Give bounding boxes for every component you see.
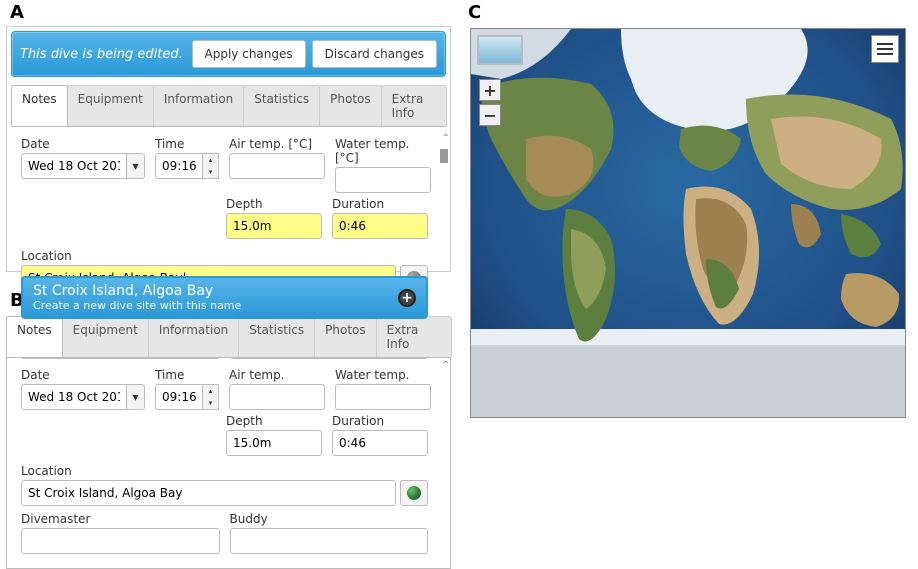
globe-button-b[interactable] [400,480,428,506]
time-label-a: Time [155,137,219,151]
tab-extra-info[interactable]: Extra Info [381,85,447,126]
zoom-out-button[interactable]: − [479,104,501,126]
location-autocomplete-popup[interactable]: St Croix Island, Algoa Bay Create a new … [21,276,428,319]
edit-banner-message: This dive is being edited. [20,47,186,62]
scroll-up-arrow[interactable]: ⌃ [442,133,450,144]
globe-icon-colored [407,486,421,500]
location-label-a: Location [21,249,428,263]
tab-statistics-b[interactable]: Statistics [238,316,315,357]
water-temp-label-a: Water temp. [°C] [335,137,431,165]
tab-photos[interactable]: Photos [319,85,381,126]
tab-photos-b[interactable]: Photos [314,316,376,357]
depth-label-b: Depth [226,414,322,428]
tab-equipment-b[interactable]: Equipment [62,316,149,357]
depth-label-a: Depth [226,197,322,211]
water-temp-input-b[interactable] [335,384,431,410]
apply-changes-button[interactable]: Apply changes [192,40,306,68]
tab-notes-b[interactable]: Notes [6,316,63,357]
edit-banner: This dive is being edited. Apply changes… [11,31,446,77]
duration-label-a: Duration [332,197,428,211]
tab-information-b[interactable]: Information [148,316,239,357]
section-label-a: A [10,2,24,23]
date-input-b[interactable] [21,384,127,410]
water-temp-label-b: Water temp. [335,368,431,382]
discard-changes-button[interactable]: Discard changes [312,40,437,68]
tabs-a: Notes Equipment Information Statistics P… [11,85,446,127]
duration-label-b: Duration [332,414,428,428]
map-menu-button[interactable] [871,35,899,63]
zoom-in-button[interactable]: + [479,79,501,101]
world-map-svg [471,29,905,417]
depth-input-a[interactable] [226,213,322,239]
date-label-b: Date [21,368,145,382]
map-minimap[interactable] [477,35,523,65]
air-temp-input-a[interactable] [229,153,325,179]
scroll-handle[interactable] [440,149,448,163]
water-temp-input-a[interactable] [335,167,431,193]
date-label-a: Date [21,137,145,151]
divemaster-input[interactable] [21,528,220,554]
form-b: ⌃ Date ▾ Time ▴▾ Air temp. [6,358,451,569]
buddy-input[interactable] [230,528,429,554]
duration-input-b[interactable] [332,430,428,456]
buddy-label: Buddy [230,512,429,526]
air-temp-label-a: Air temp. [°C] [229,137,325,151]
scroll-up-arrow-b[interactable]: ⌃ [442,360,450,371]
location-label-b: Location [21,464,428,478]
tab-information[interactable]: Information [153,85,244,126]
autocomplete-title: St Croix Island, Algoa Bay [33,283,398,299]
section-label-c: C [468,2,481,23]
add-site-plus-icon[interactable]: + [398,289,416,307]
duration-input-a[interactable] [332,213,428,239]
tab-statistics[interactable]: Statistics [243,85,320,126]
time-spinner-b[interactable]: ▴▾ [203,384,219,410]
autocomplete-subtitle: Create a new dive site with this name [33,299,398,312]
tab-equipment[interactable]: Equipment [67,85,154,126]
tabs-b: Notes Equipment Information Statistics P… [6,316,451,358]
panel-a: This dive is being edited. Apply changes… [6,26,451,272]
map-canvas[interactable]: + − [471,29,905,417]
hamburger-icon [877,43,893,45]
divemaster-label: Divemaster [21,512,220,526]
map-panel: + − [470,28,906,418]
location-input-b[interactable] [21,480,396,506]
tab-notes[interactable]: Notes [11,85,68,126]
time-spinner[interactable]: ▴▾ [203,153,219,179]
date-input-a[interactable] [21,153,127,179]
time-label-b: Time [155,368,219,382]
tab-extra-info-b[interactable]: Extra Info [376,316,452,357]
date-dropdown-arrow[interactable]: ▾ [127,153,145,179]
time-input-a[interactable] [155,153,203,179]
panel-b: Notes Equipment Information Statistics P… [6,316,451,516]
air-temp-input-b[interactable] [229,384,325,410]
depth-input-b[interactable] [226,430,322,456]
time-input-b[interactable] [155,384,203,410]
air-temp-label-b: Air temp. [229,368,325,382]
date-dropdown-arrow-b[interactable]: ▾ [127,384,145,410]
